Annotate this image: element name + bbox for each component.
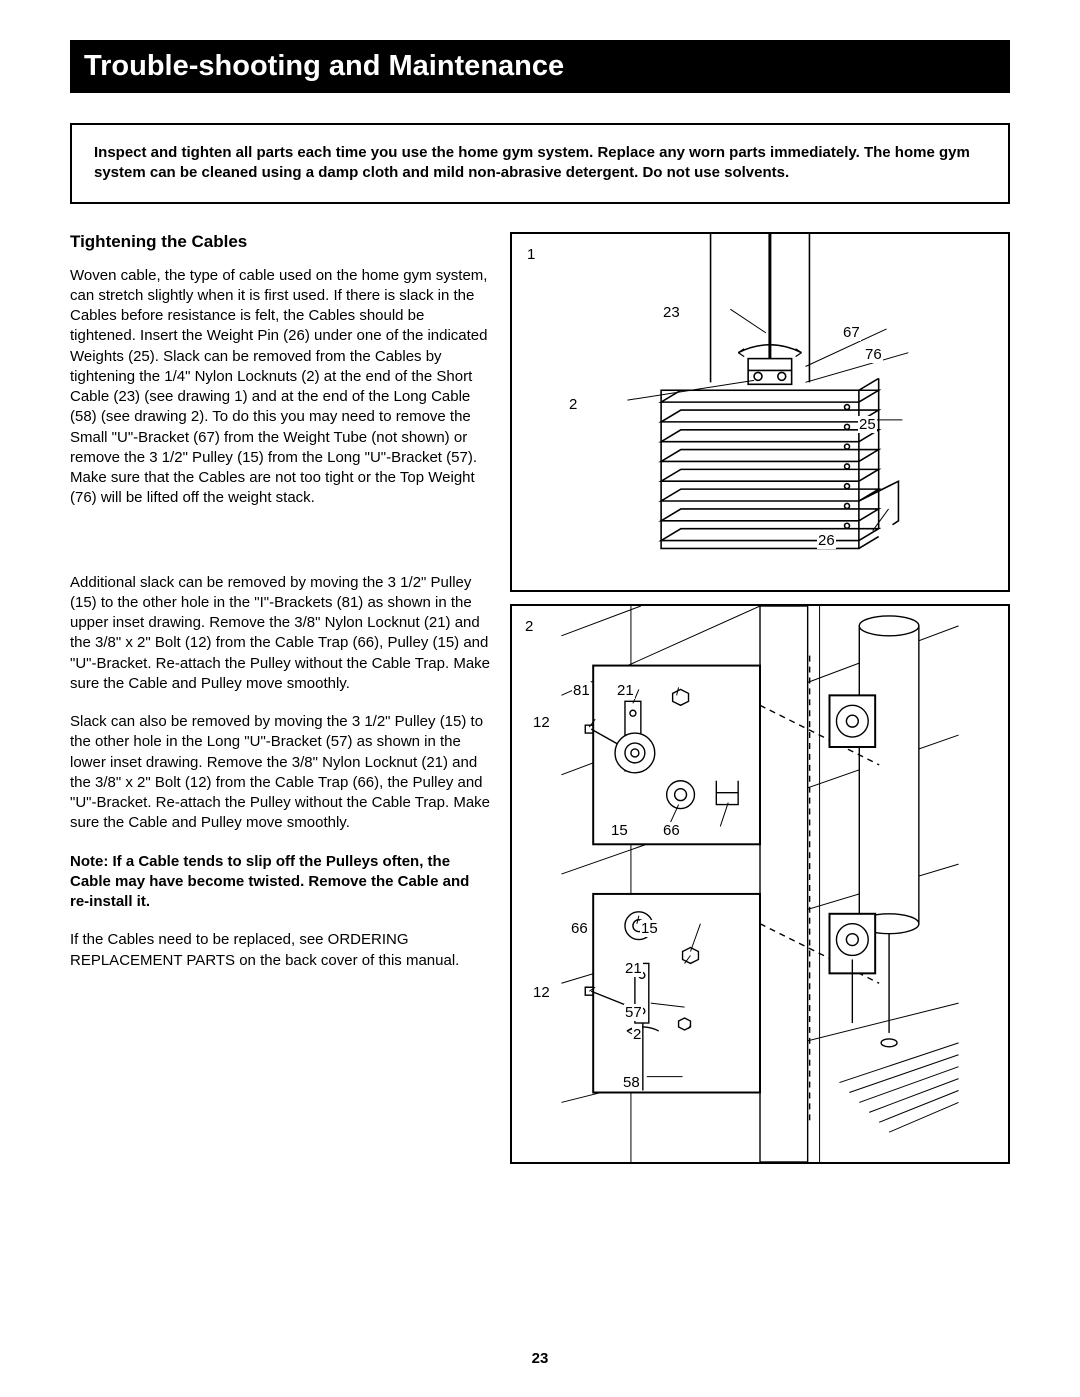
d2-label-66b: 66 [570, 920, 589, 937]
page-number: 23 [532, 1350, 549, 1367]
diagram-column: 1 23 67 76 2 25 26 [510, 232, 1010, 1164]
content-columns: Tightening the Cables Woven cable, the t… [70, 232, 1010, 1164]
d2-label-12a: 12 [532, 714, 551, 731]
d1-label-76: 76 [864, 346, 883, 363]
text-column: Tightening the Cables Woven cable, the t… [70, 232, 490, 1164]
d1-label-2: 2 [568, 396, 578, 413]
paragraph-3: Slack can also be removed by moving the … [70, 712, 490, 834]
d2-label-12b: 12 [532, 984, 551, 1001]
page-title-bar: Trouble-shooting and Maintenance [70, 40, 1010, 93]
d2-label-15a: 15 [610, 822, 629, 839]
d2-label-81: 81 [572, 682, 591, 699]
subheading-tightening: Tightening the Cables [70, 232, 490, 252]
paragraph-note: Note: If a Cable tends to slip off the P… [70, 852, 490, 913]
d2-label-top2: 2 [524, 618, 534, 635]
d1-label-26: 26 [817, 532, 836, 549]
d2-label-66a: 66 [662, 822, 681, 839]
d2-label-2b: 2 [632, 1026, 642, 1043]
d2-label-21b: 21 [624, 960, 643, 977]
warning-box: Inspect and tighten all parts each time … [70, 123, 1010, 204]
spacer [70, 527, 490, 573]
diagram-1-svg [512, 234, 1008, 590]
diagram-2-pulleys: 2 81 21 12 15 66 66 15 21 12 57 2 58 [510, 604, 1010, 1164]
d2-label-15b: 15 [640, 920, 659, 937]
page-title: Trouble-shooting and Maintenance [84, 50, 564, 82]
d1-label-67: 67 [842, 324, 861, 341]
d1-label-25: 25 [858, 416, 877, 433]
paragraph-1: Woven cable, the type of cable used on t… [70, 266, 490, 509]
d2-label-21a: 21 [616, 682, 635, 699]
d1-label-1: 1 [526, 246, 536, 263]
warning-text: Inspect and tighten all parts each time … [94, 144, 970, 181]
paragraph-2: Additional slack can be removed by movin… [70, 573, 490, 695]
d2-label-57: 57 [624, 1004, 643, 1021]
paragraph-5: If the Cables need to be replaced, see O… [70, 930, 490, 971]
d2-label-58: 58 [622, 1074, 641, 1091]
d1-label-23: 23 [662, 304, 681, 321]
diagram-1-weight-stack: 1 23 67 76 2 25 26 [510, 232, 1010, 592]
